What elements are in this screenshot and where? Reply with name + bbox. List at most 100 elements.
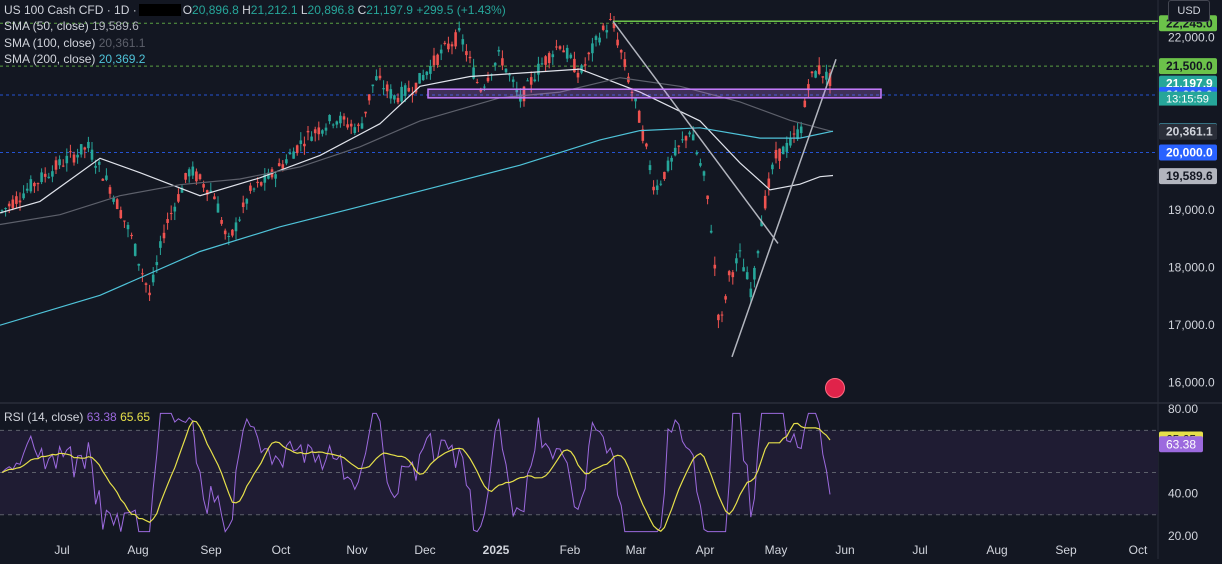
candle-body (695, 152, 699, 155)
countdown-box (1159, 91, 1217, 106)
candle-body (796, 129, 799, 140)
candle-body (609, 18, 612, 20)
candle-body (69, 151, 72, 153)
candle-body (385, 84, 389, 92)
symbol-title: US 100 Cash CFD · 1D · (4, 3, 137, 17)
candle-body (605, 30, 609, 33)
candle-body (727, 271, 731, 276)
time-tick-label: 2025 (483, 543, 510, 557)
candle-body (205, 190, 209, 195)
candle-body (652, 186, 655, 191)
candle-body (623, 59, 627, 67)
candle-body (0, 210, 4, 212)
price-label-text: 19,589.6 (1166, 169, 1213, 183)
candle-body (681, 139, 684, 141)
candle-body (33, 182, 36, 187)
high-label: H (242, 3, 251, 17)
rsi-label-text: 63.38 (1166, 437, 1196, 451)
candle-body (141, 273, 144, 275)
support-zone (427, 88, 882, 99)
price-label-text: 20,361.1 (1166, 125, 1213, 139)
candle-body (137, 263, 141, 266)
candle-body (555, 46, 558, 48)
candle-body (335, 121, 339, 125)
candle-body (443, 42, 447, 44)
candle-body (756, 251, 760, 254)
candle-body (497, 49, 501, 52)
low-value: 20,896.8 (307, 3, 355, 17)
candle-body (382, 88, 385, 90)
candle-body (79, 144, 83, 155)
sma100-label: SMA (100, close) (4, 36, 96, 50)
candle-body (663, 171, 666, 180)
candle-body (36, 183, 40, 185)
candle-body (821, 76, 825, 78)
candle-body (256, 181, 259, 184)
candle-body (313, 129, 317, 134)
candle-body (641, 129, 645, 141)
candle-body (259, 182, 263, 186)
candle-body (457, 28, 461, 31)
candle-body (90, 149, 94, 160)
candle-body (483, 86, 486, 88)
candle-body (249, 185, 252, 191)
candle-body (25, 188, 29, 191)
sma200-legend[interactable]: SMA (200, close) 20,369.2 (4, 52, 145, 67)
sma50-legend[interactable]: SMA (50, close) 19,589.6 (4, 19, 139, 34)
candle-body (29, 179, 33, 192)
candle-body (159, 241, 162, 248)
price-label-text: 21,500.0 (1166, 59, 1213, 73)
candle-body (778, 148, 781, 161)
candle-body (569, 54, 573, 58)
candle-body (807, 84, 810, 91)
candle-body (537, 63, 540, 75)
rsi-legend[interactable]: RSI (14, close) 63.38 65.65 (4, 410, 150, 425)
sma100-legend[interactable]: SMA (100, close) 20,361.1 (4, 36, 145, 51)
candle-body (231, 229, 234, 236)
candle-body (97, 161, 101, 165)
candle-body (83, 147, 87, 150)
candle-body (223, 230, 227, 235)
candle-body (691, 134, 695, 141)
time-tick-label: Oct (272, 543, 291, 557)
candle-body (148, 292, 151, 296)
candle-body (468, 56, 472, 59)
price-tick-label: 22,000.0 (1168, 30, 1215, 44)
candle-body (187, 169, 191, 177)
candle-body (115, 199, 119, 210)
candle-body (659, 183, 663, 185)
candle-body (673, 147, 677, 156)
candle-body (785, 142, 789, 152)
time-tick-label: Dec (414, 543, 435, 557)
currency-button[interactable]: USD (1168, 0, 1210, 22)
candle-body (742, 267, 745, 272)
candle-body (360, 123, 364, 129)
candle-body (180, 187, 184, 193)
candle-body (684, 136, 688, 141)
candle-body (317, 127, 321, 135)
countdown-text: 13:15:59 (1166, 94, 1209, 106)
candle-body (220, 219, 223, 224)
open-label: O (182, 3, 193, 17)
price-label-box (1159, 168, 1217, 185)
candle-body (285, 159, 288, 164)
candle-body (18, 200, 22, 203)
candle-body (407, 87, 411, 92)
candle-body (558, 46, 562, 49)
candle-body (515, 89, 519, 93)
candle-body (130, 234, 133, 237)
candle-body (342, 116, 346, 120)
rsi-label-box (1159, 436, 1203, 453)
us-flag-event-icon[interactable] (825, 378, 845, 398)
candle-body (533, 79, 537, 82)
candle-body (414, 82, 418, 93)
candle-body (277, 163, 281, 167)
candle-body (713, 264, 717, 269)
rsi-tick-label: 80.00 (1168, 402, 1198, 416)
candle-body (454, 32, 457, 47)
price-tick-label: 17,000.0 (1168, 318, 1215, 332)
candle-body (738, 250, 742, 252)
change-value: +299.5 (+1.43%) (416, 3, 506, 17)
